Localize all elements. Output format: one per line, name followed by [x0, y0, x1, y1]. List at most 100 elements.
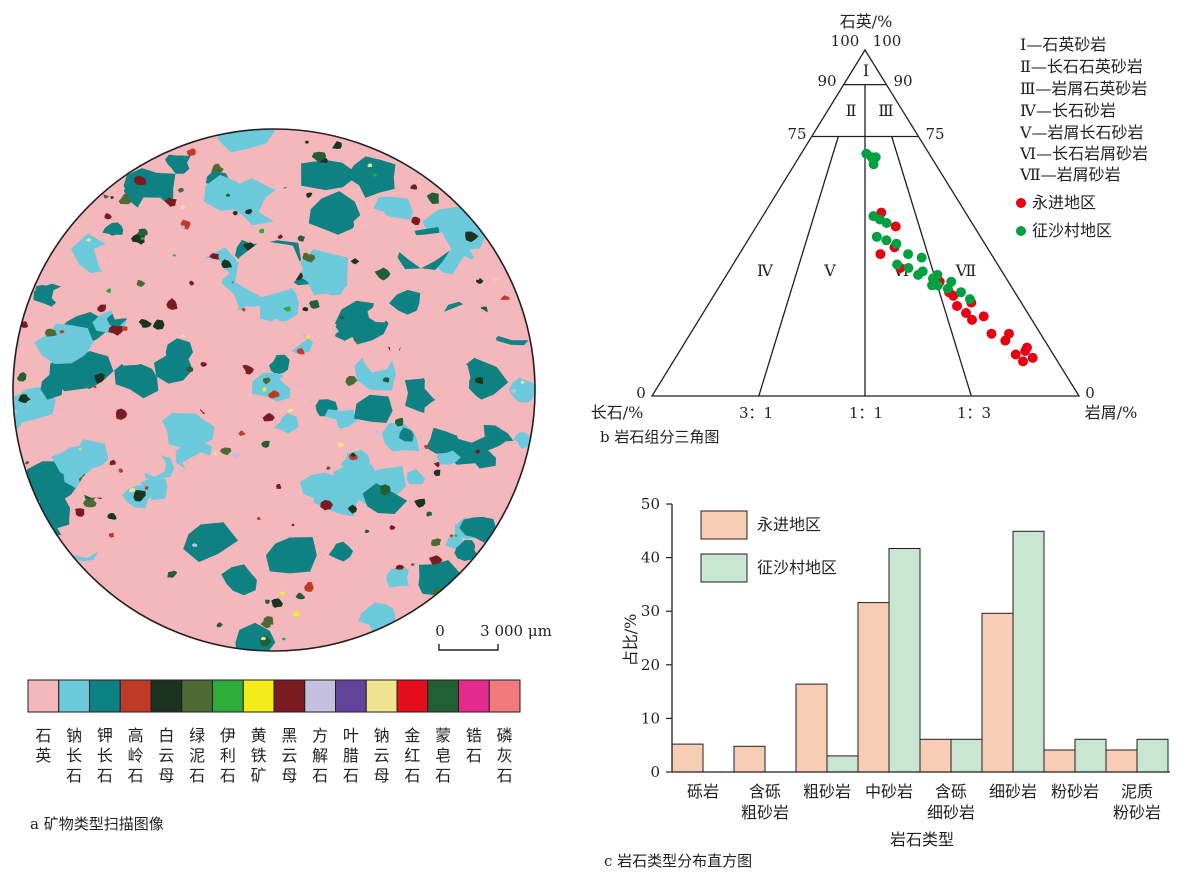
mineral-grain — [180, 205, 186, 209]
mineral-grain — [304, 581, 314, 592]
mineral-grain — [235, 240, 303, 298]
mineral-grain — [166, 298, 178, 310]
scale-start-label: 0 — [435, 622, 445, 640]
mineral-grain — [302, 307, 309, 312]
point-zhengshacun — [881, 218, 892, 228]
scale-bar-line — [438, 644, 499, 651]
mineral-grain — [367, 163, 373, 168]
point-yongjin — [1010, 349, 1021, 360]
mineral-grain — [24, 461, 29, 465]
point-zhengshacun — [892, 259, 903, 270]
mineral-grain — [260, 618, 274, 629]
mineral-label: 伊利石 — [220, 726, 236, 785]
mineral-grain — [283, 424, 331, 457]
mineral-grain — [352, 551, 381, 570]
mineral-grain — [309, 299, 320, 309]
mineral-grain — [183, 522, 239, 563]
point-zhengshacun — [956, 287, 966, 298]
mineral-grain — [350, 258, 360, 265]
bar-zhengshacun — [1012, 530, 1045, 773]
class-legend: Ⅰ—石英砂岩 Ⅱ—长石石英砂岩 Ⅲ—岩屑石英砂岩 Ⅳ—长石砂岩 Ⅴ—岩屑长石砂岩… — [1019, 35, 1148, 184]
class-legend-item: Ⅳ—长石砂岩 — [1020, 101, 1116, 120]
mineral-swatch — [242, 679, 275, 713]
mineral-grain — [197, 315, 233, 345]
ratio-label-1-1: 1：1 — [849, 404, 883, 422]
mineral-grain — [494, 278, 498, 282]
bar-yongjin — [795, 683, 828, 773]
mineral-grain — [40, 375, 63, 400]
mineral-grain — [265, 599, 270, 605]
mineral-grain — [465, 231, 479, 243]
mineral-grain — [181, 334, 185, 338]
field-label-3: Ⅲ — [878, 101, 893, 120]
mineral-legend: 石英钠长石钾长石高岭石白云母绿泥石伊利石黄铁矿黑云母方解石叶腊石钠云母金红石蒙皂… — [27, 679, 521, 785]
field-label-7: Ⅶ — [955, 261, 977, 280]
mineral-grain — [243, 242, 255, 251]
y-tick-label: 0 — [650, 763, 660, 781]
mineral-grain — [13, 387, 56, 423]
mineral-grain — [94, 373, 105, 384]
tick-q75-left: 75 — [787, 125, 806, 143]
x-tick-label: 粗砂岩 — [803, 782, 851, 801]
mineral-grain — [410, 184, 418, 190]
mineral-grain — [380, 484, 391, 496]
x-tick-label: 含砾粗砂岩 — [741, 782, 789, 822]
mineral-grain — [362, 483, 408, 514]
mineral-grain — [109, 459, 116, 466]
bar-legend-label-yongjin: 永进地区 — [757, 515, 821, 534]
mineral-grain — [256, 516, 261, 521]
mineral-grain — [133, 175, 147, 186]
mineral-grain — [304, 140, 309, 144]
point-zhengshacun — [913, 269, 924, 280]
bar-yongjin — [733, 745, 766, 773]
mineral-grain — [328, 541, 354, 562]
bar-zhengshacun — [1136, 738, 1169, 773]
mineral-grain — [136, 279, 146, 287]
mineral-grain — [350, 452, 356, 457]
mineral-grain — [265, 537, 317, 574]
mineral-grain — [326, 465, 331, 470]
ratio-label-3-1: 3：1 — [739, 404, 773, 422]
mineral-label: 黑云母 — [281, 726, 297, 785]
mineral-grain — [165, 488, 203, 512]
mineral-grain — [311, 151, 327, 163]
mineral-grain — [258, 228, 264, 234]
mineral-grain — [389, 289, 421, 315]
legend-marker-zhengshacun — [1016, 226, 1026, 236]
mineral-grain — [308, 191, 361, 235]
class-legend-item: Ⅴ—岩屑长石砂岩 — [1019, 123, 1144, 142]
mineral-grain — [395, 417, 404, 427]
point-zhengshacun — [932, 280, 943, 291]
mineral-grain — [258, 186, 298, 223]
bar-zhengshacun — [950, 738, 983, 773]
mineral-grain — [454, 540, 478, 561]
mineral-grain — [261, 440, 270, 448]
mineral-grain — [97, 304, 106, 313]
mineral-grain — [449, 534, 454, 538]
mineral-grain — [353, 208, 390, 236]
mineral-grain — [304, 254, 315, 263]
mineral-grain — [51, 445, 93, 480]
mineral-grain — [346, 156, 396, 198]
mineral-grain — [200, 362, 207, 367]
mineral-grain — [291, 523, 295, 527]
mineral-swatch — [181, 679, 213, 713]
mineral-grain — [104, 213, 112, 220]
right-axis-label: 岩屑/% — [1085, 403, 1138, 422]
mineral-label: 金红石 — [404, 726, 420, 785]
mineral-grain — [86, 238, 91, 242]
mineral-grain — [263, 377, 271, 385]
mineral-grain — [433, 469, 441, 477]
mineral-grain — [322, 278, 345, 296]
mineral-swatch — [212, 679, 244, 713]
mineral-grain — [277, 234, 284, 239]
mineral-grain — [509, 377, 535, 403]
mineral-grain — [144, 486, 149, 490]
legend-marker-yongjin — [1016, 198, 1026, 208]
mineral-swatch — [365, 679, 398, 713]
mineral-grain — [389, 525, 396, 530]
mineral-grain — [374, 267, 391, 281]
line-ratio-3-1 — [758, 136, 839, 397]
mineral-grain — [431, 538, 442, 547]
mineral-grain — [93, 385, 97, 389]
